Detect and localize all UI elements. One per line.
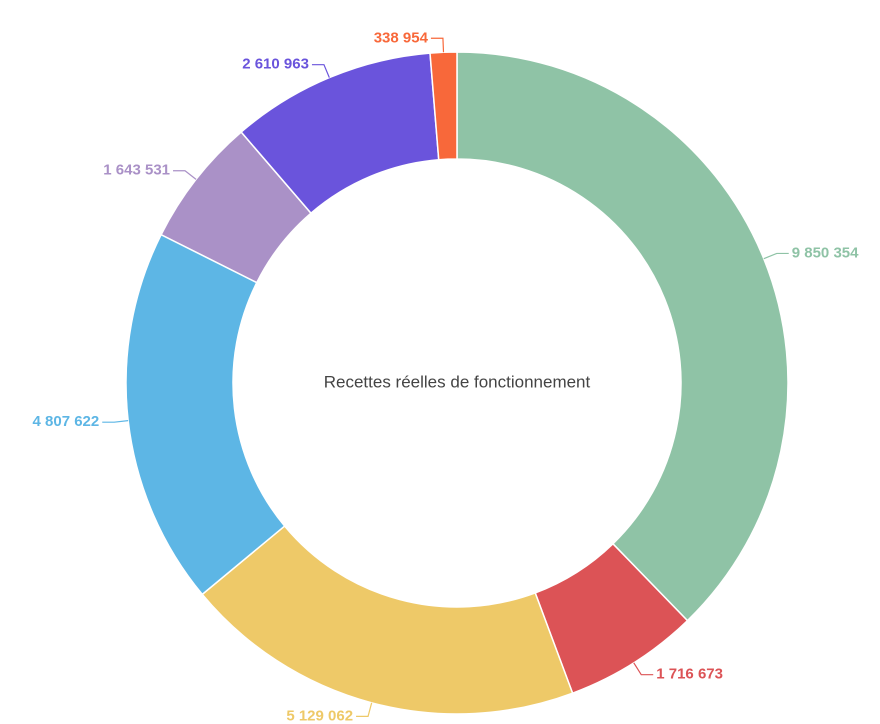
leader-line (173, 170, 197, 180)
slice (456, 51, 789, 622)
data-label: 2 610 963 (242, 56, 309, 73)
leader-line (633, 662, 654, 676)
leader-line (763, 252, 789, 260)
slice (201, 524, 574, 715)
leader-line (430, 37, 445, 53)
data-label: 338 954 (374, 29, 429, 46)
data-label: 9 850 354 (792, 244, 859, 261)
leader-line (356, 702, 373, 717)
data-label: 1 716 673 (656, 666, 723, 683)
chart-title: Recettes réelles de fonctionnement (324, 372, 591, 391)
data-label: 4 807 622 (33, 413, 100, 430)
slice (429, 51, 458, 161)
data-label: 1 643 531 (103, 162, 170, 179)
slice (125, 233, 286, 596)
leader-line (311, 64, 330, 78)
data-label: 5 129 062 (286, 707, 353, 724)
leader-line (102, 420, 129, 423)
